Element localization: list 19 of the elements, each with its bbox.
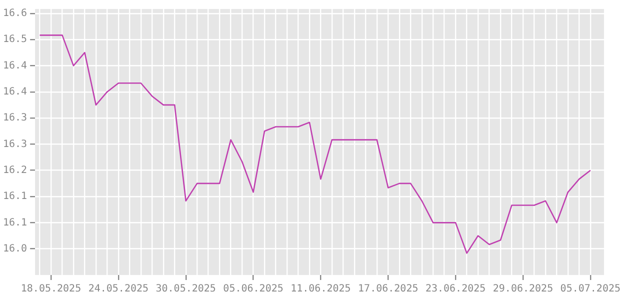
y-tick-label: 16.2 bbox=[2, 164, 28, 176]
y-tick-label: 16.4 bbox=[2, 60, 28, 72]
y-tick-label: 16.3 bbox=[2, 138, 28, 150]
y-tick-label: 16.5 bbox=[2, 34, 28, 46]
x-tick-label: 29.06.2025 bbox=[492, 284, 554, 295]
x-tick-label: 11.06.2025 bbox=[290, 284, 351, 295]
x-tick-label: 24.05.2025 bbox=[88, 284, 149, 295]
x-tick-label: 05.06.2025 bbox=[223, 284, 284, 295]
y-tick-label: 16.6 bbox=[2, 8, 28, 19]
x-tick-label: 30.05.2025 bbox=[156, 284, 216, 295]
x-tick-label: 23.06.2025 bbox=[425, 284, 486, 295]
y-tick-label: 16.4 bbox=[2, 86, 28, 98]
x-tick-label: 18.05.2025 bbox=[20, 284, 82, 295]
y-tick-label: 16.1 bbox=[2, 217, 28, 228]
y-tick-label: 16.0 bbox=[2, 243, 28, 254]
x-tick-label: 17.06.2025 bbox=[358, 284, 418, 295]
y-tick-label: 16.3 bbox=[2, 112, 28, 124]
x-tick-label: 05.07.2025 bbox=[560, 284, 621, 295]
y-tick-label: 16.1 bbox=[2, 191, 28, 202]
